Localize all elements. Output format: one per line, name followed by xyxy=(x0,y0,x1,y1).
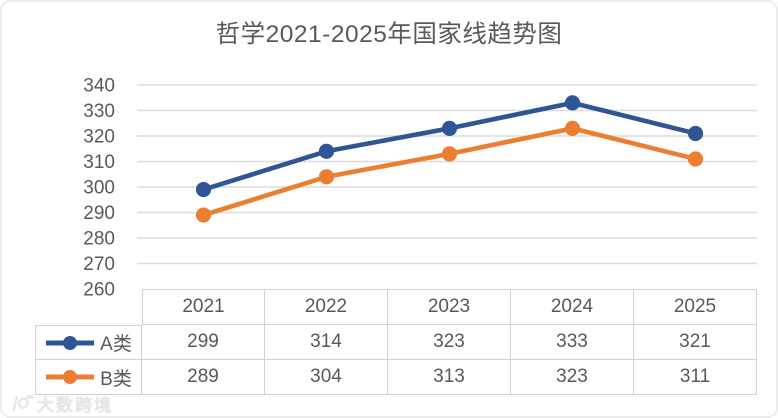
table-value-cell: 321 xyxy=(634,325,757,360)
watermark-logo-icon xyxy=(12,394,34,411)
legend-cell-A类: A类 xyxy=(35,325,142,360)
table-header-year: 2021 xyxy=(142,289,265,325)
data-point-A类 xyxy=(441,120,458,136)
y-axis-tick-label: 280 xyxy=(83,229,115,250)
y-axis-tick-label: 340 xyxy=(83,76,115,97)
table-value-cell: 314 xyxy=(265,325,388,360)
series-line-B类 xyxy=(201,126,698,218)
data-point-B类 xyxy=(687,151,704,167)
legend-label: A类 xyxy=(100,334,132,355)
table-value-cell: 313 xyxy=(388,360,511,395)
y-axis-tick-label: 310 xyxy=(83,152,115,173)
table-value-cell: 311 xyxy=(634,360,757,395)
legend-cell-B类: B类 xyxy=(35,360,142,395)
table-value-cell: 323 xyxy=(511,360,634,395)
data-point-A类 xyxy=(195,181,212,198)
table-header-year: 2022 xyxy=(265,289,388,325)
y-axis-tick-label: 320 xyxy=(83,127,115,148)
line-chart-plot-area: 340 330 320 310 300 290 280 270 260 xyxy=(83,76,757,301)
data-point-B类 xyxy=(318,169,335,185)
table-corner-placeholder xyxy=(35,289,142,325)
data-point-B类 xyxy=(441,146,458,162)
watermark-text: 大数跨境 xyxy=(37,396,113,415)
y-axis-tick-label: 260 xyxy=(83,280,115,301)
y-axis-tick-label: 270 xyxy=(83,254,115,275)
table-value-cell: 323 xyxy=(388,325,511,360)
y-axis-tick-label: 300 xyxy=(83,178,115,199)
watermark: 大数跨境 xyxy=(10,391,113,416)
y-axis-tick-label: 330 xyxy=(83,101,115,122)
data-point-B类 xyxy=(195,207,212,223)
legend-marker-icon xyxy=(46,335,95,350)
table-value-cell: 289 xyxy=(142,360,265,395)
data-point-B类 xyxy=(564,120,581,136)
chart-title: 哲学2021-2025年国家线趋势图 xyxy=(215,21,563,48)
legend-marker-icon xyxy=(46,370,95,384)
y-axis-tick-label: 290 xyxy=(83,203,115,224)
table-value-cell: 304 xyxy=(265,360,388,395)
data-point-A类 xyxy=(318,143,335,159)
table-header-year: 2023 xyxy=(388,289,511,325)
table-header-year: 2024 xyxy=(511,289,634,325)
legend-label: B类 xyxy=(100,368,132,390)
table-value-cell: 299 xyxy=(142,325,265,360)
data-point-A类 xyxy=(564,95,581,111)
chart-data-table: 2021 2022 2023 2024 2025 A类 299 314 323 333 321 B类 2… xyxy=(35,289,757,395)
data-point-A类 xyxy=(687,125,704,142)
table-header-year: 2025 xyxy=(634,289,757,325)
series-line-A类 xyxy=(201,100,698,192)
table-value-cell: 333 xyxy=(511,325,634,360)
